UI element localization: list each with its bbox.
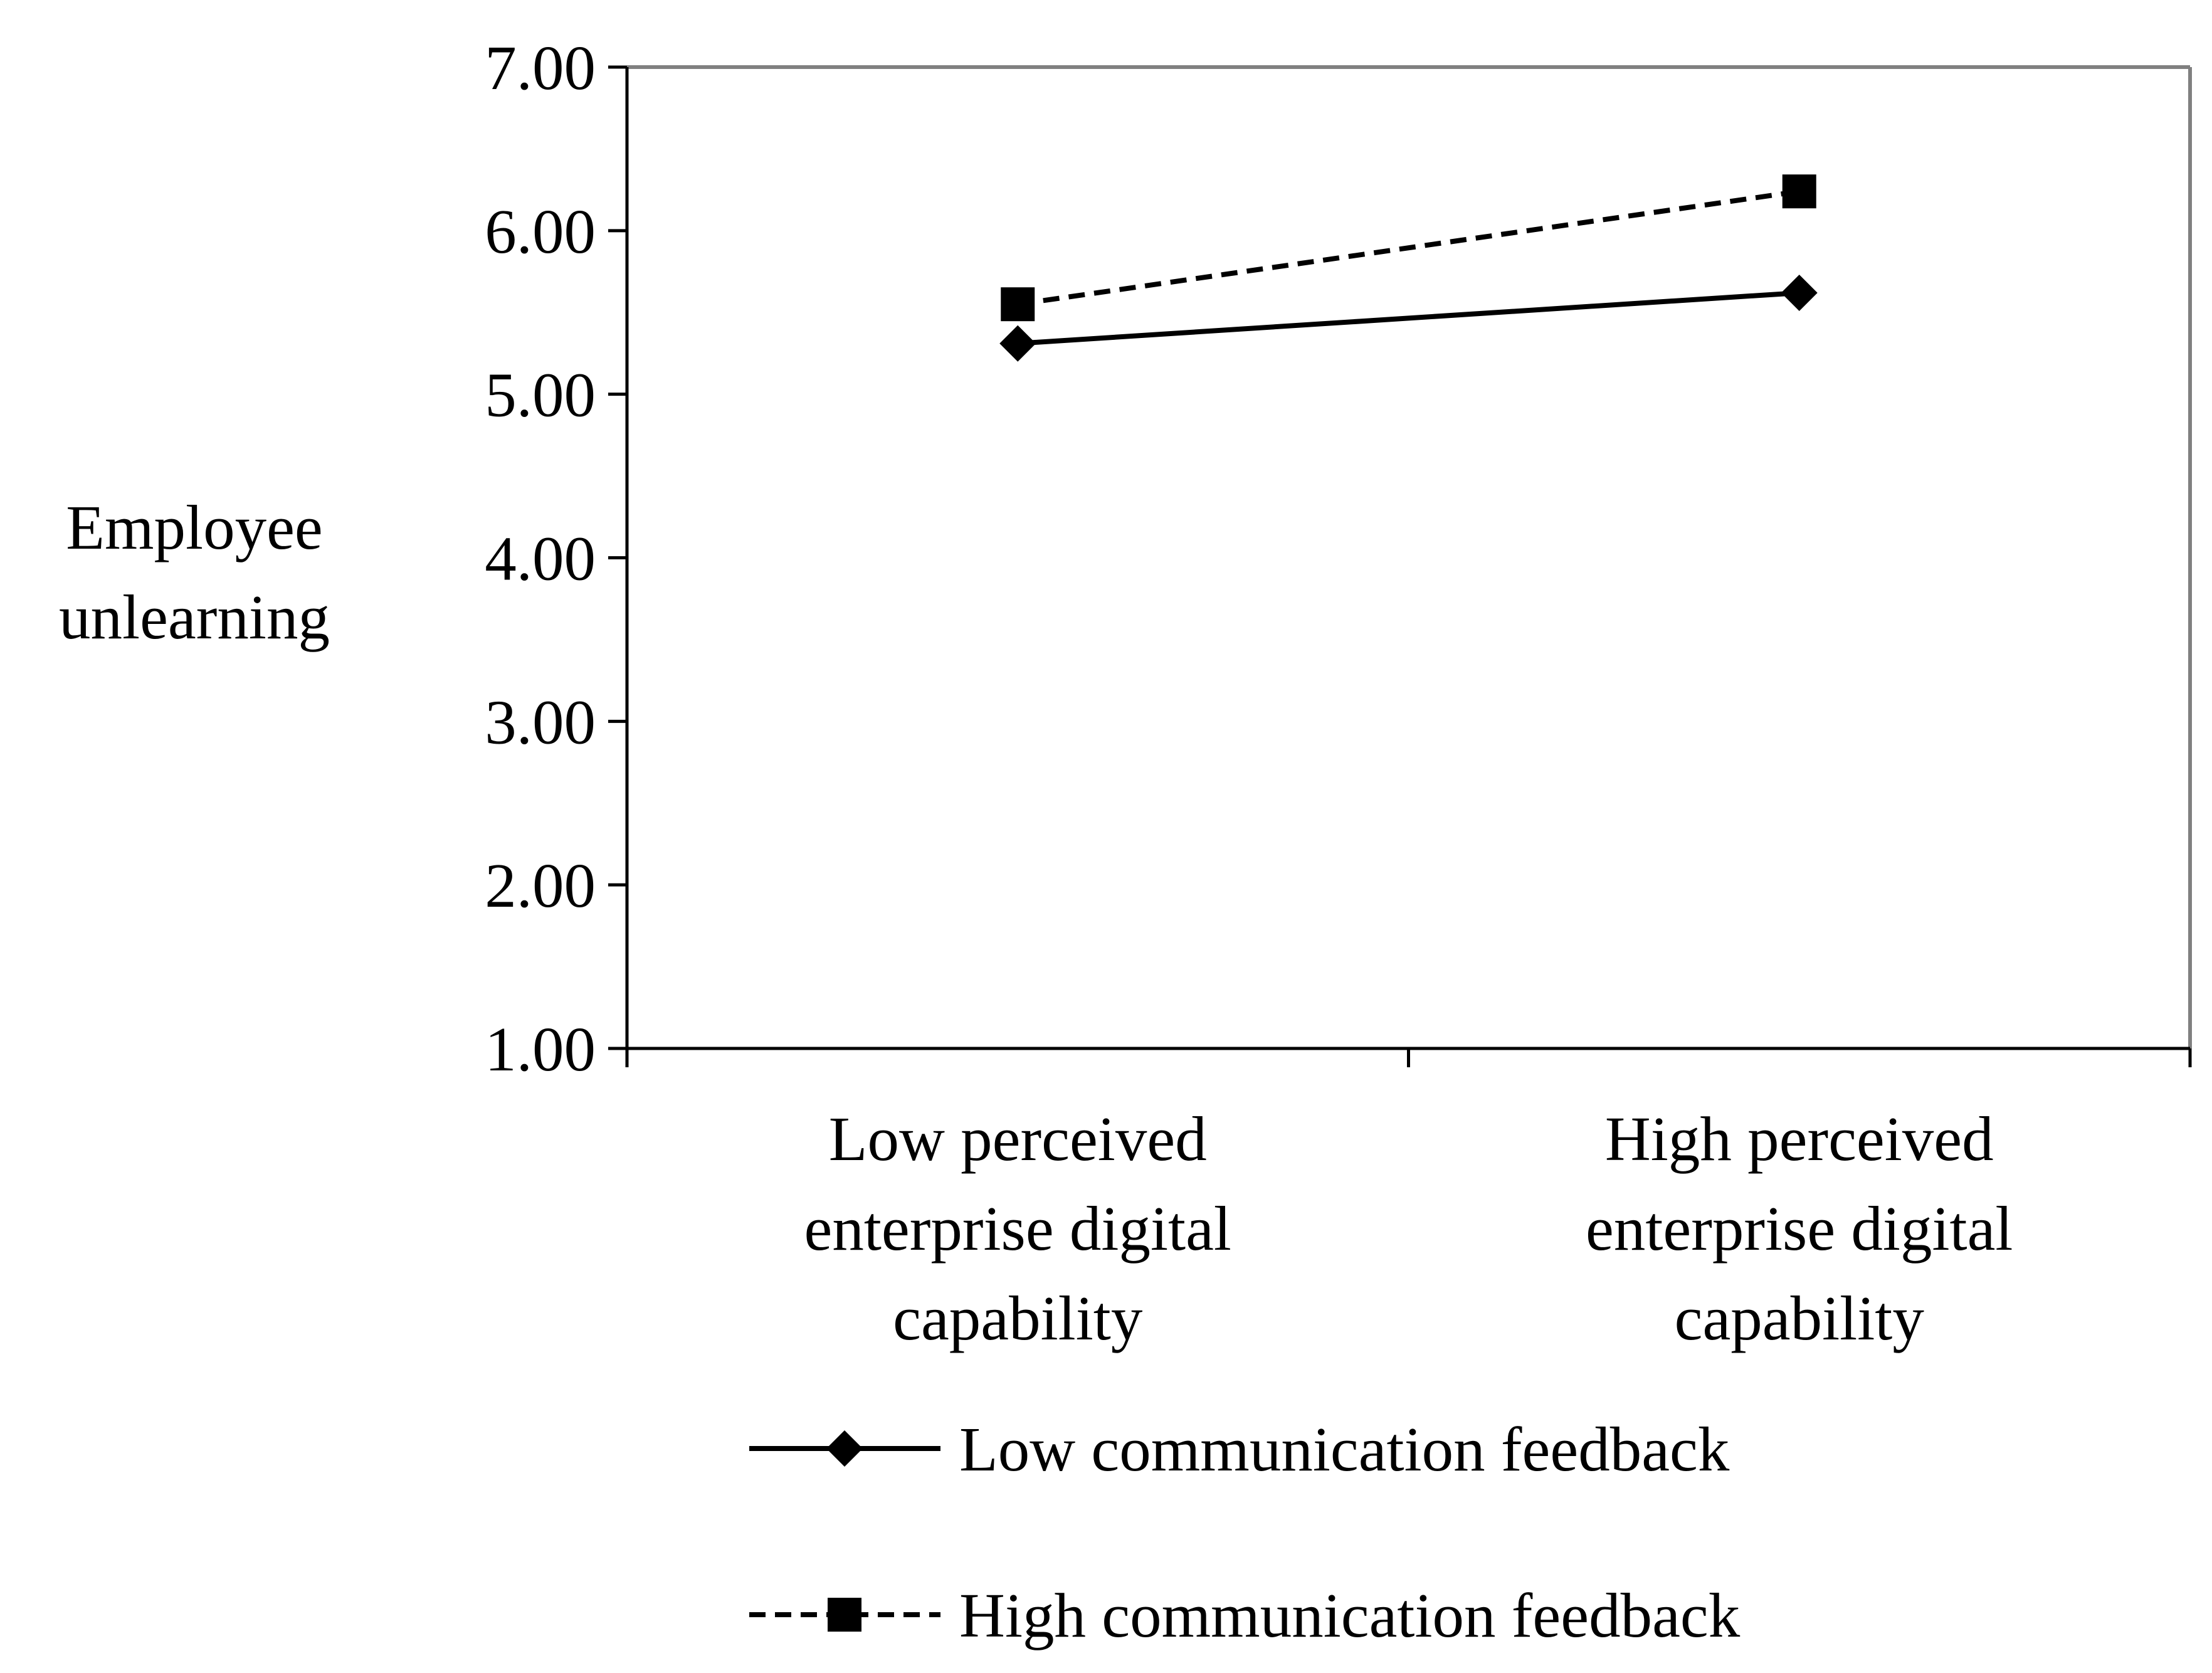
y-axis: 1.00 2.00 3.00 4.00 5.00 6.00 7.00	[485, 33, 627, 1084]
y-tick-label: 7.00	[485, 33, 596, 103]
y-tick-label: 1.00	[485, 1014, 596, 1084]
legend: Low communication feedback High communica…	[749, 1414, 1741, 1650]
series-group	[999, 174, 1818, 362]
y-axis-label: Employee unlearning	[59, 492, 330, 652]
y-axis-label-line: unlearning	[59, 582, 330, 652]
series-line-high-communication-feedback	[1017, 189, 1800, 307]
y-tick-label: 4.00	[485, 524, 596, 594]
legend-marker-high-communication-feedback	[828, 1598, 861, 1632]
legend-label: Low communication feedback	[959, 1414, 1730, 1484]
y-tick-label: 6.00	[485, 196, 596, 267]
legend-label: High communication feedback	[959, 1580, 1741, 1650]
y-tick-label: 5.00	[485, 360, 596, 430]
y-tick-label: 3.00	[485, 687, 596, 757]
x-tick-label: capability	[893, 1283, 1143, 1353]
x-tick-label: Low perceived	[829, 1104, 1207, 1174]
data-point-high-communication-feedback	[1782, 174, 1816, 209]
data-point-low-communication-feedback	[999, 325, 1036, 362]
x-tick-label: enterprise digital	[804, 1193, 1231, 1264]
series-line-low-communication-feedback	[1017, 290, 1800, 346]
y-tick-label: 2.00	[485, 850, 596, 921]
x-axis: Low perceived enterprise digital capabilit…	[625, 1048, 2192, 1353]
x-tick-label: High perceived	[1605, 1104, 1994, 1174]
x-tick-label: enterprise digital	[1586, 1193, 2013, 1264]
x-tick-label: capability	[1675, 1283, 1925, 1353]
y-axis-label-line: Employee	[66, 492, 322, 562]
plot-frame	[608, 65, 2192, 1050]
data-point-high-communication-feedback	[1001, 287, 1035, 322]
legend-marker-low-communication-feedback	[826, 1430, 863, 1467]
data-point-low-communication-feedback	[1781, 274, 1818, 311]
